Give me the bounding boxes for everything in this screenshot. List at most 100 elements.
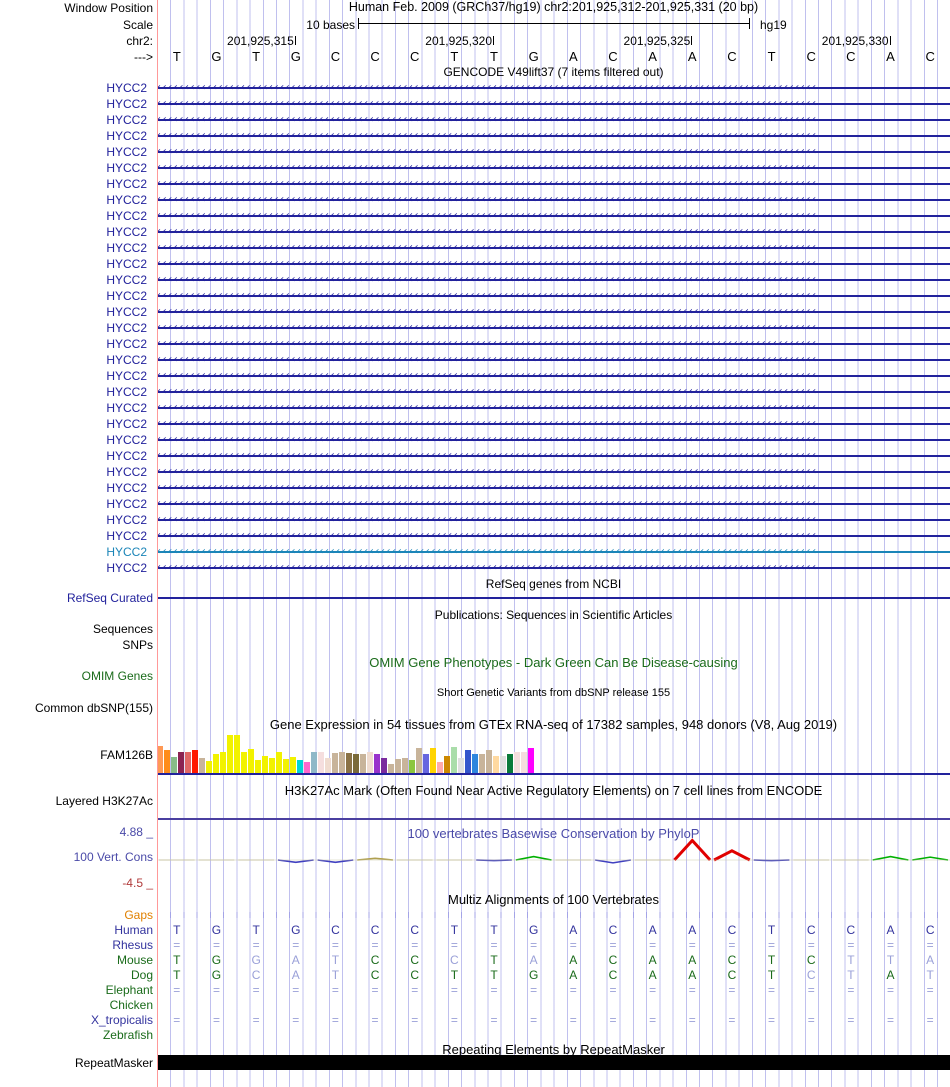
gtex-tissue-bar[interactable] (458, 758, 464, 773)
gencode-gene-label[interactable]: HYCC2 (106, 353, 147, 367)
gencode-gene-row[interactable]: ‹‹‹‹‹‹‹‹‹‹‹‹‹‹‹‹‹‹‹‹‹‹‹‹‹‹‹‹‹‹‹‹‹‹‹‹‹‹‹‹… (157, 464, 950, 480)
label-common-dbsnp[interactable]: Common dbSNP(155) (34, 701, 153, 715)
multiz-species-label[interactable]: Mouse (116, 953, 153, 967)
gencode-gene-row[interactable]: ‹‹‹‹‹‹‹‹‹‹‹‹‹‹‹‹‹‹‹‹‹‹‹‹‹‹‹‹‹‹‹‹‹‹‹‹‹‹‹‹… (157, 240, 950, 256)
gtex-tissue-bar[interactable] (297, 760, 303, 773)
gencode-gene-row[interactable]: ‹‹‹‹‹‹‹‹‹‹‹‹‹‹‹‹‹‹‹‹‹‹‹‹‹‹‹‹‹‹‹‹‹‹‹‹‹‹‹‹… (157, 80, 950, 96)
gtex-tissue-bar[interactable] (472, 754, 478, 773)
gtex-tissue-bar[interactable] (402, 758, 408, 773)
gtex-expression-barchart[interactable] (157, 735, 535, 773)
gencode-gene-row[interactable]: ‹‹‹‹‹‹‹‹‹‹‹‹‹‹‹‹‹‹‹‹‹‹‹‹‹‹‹‹‹‹‹‹‹‹‹‹‹‹‹‹… (157, 112, 950, 128)
gencode-gene-label[interactable]: HYCC2 (106, 369, 147, 383)
multiz-alignment-row[interactable]: = = = = = = = = = = = = = = = = = = = = (157, 938, 950, 953)
gencode-gene-label[interactable]: HYCC2 (106, 401, 147, 415)
gtex-tissue-bar[interactable] (507, 754, 513, 773)
gencode-gene-label[interactable]: HYCC2 (106, 161, 147, 175)
gencode-gene-label[interactable]: HYCC2 (106, 273, 147, 287)
gencode-gene-row[interactable]: ‹‹‹‹‹‹‹‹‹‹‹‹‹‹‹‹‹‹‹‹‹‹‹‹‹‹‹‹‹‹‹‹‹‹‹‹‹‹‹‹… (157, 560, 950, 576)
gencode-gene-label[interactable]: HYCC2 (106, 289, 147, 303)
repeatmasker-bar[interactable] (157, 1055, 950, 1070)
gtex-tissue-bar[interactable] (514, 751, 520, 773)
gencode-gene-row[interactable]: ‹‹‹‹‹‹‹‹‹‹‹‹‹‹‹‹‹‹‹‹‹‹‹‹‹‹‹‹‹‹‹‹‹‹‹‹‹‹‹‹… (157, 496, 950, 512)
gtex-tissue-bar[interactable] (451, 746, 457, 773)
gtex-tissue-bar[interactable] (486, 749, 492, 773)
gtex-tissue-bar[interactable] (493, 756, 499, 773)
multiz-species-label[interactable]: X_tropicalis (90, 1013, 153, 1027)
gtex-tissue-bar[interactable] (346, 752, 352, 773)
gtex-tissue-bar[interactable] (199, 758, 205, 773)
gencode-gene-label[interactable]: HYCC2 (106, 385, 147, 399)
gtex-tissue-bar[interactable] (283, 759, 289, 773)
gtex-tissue-bar[interactable] (192, 749, 198, 773)
gtex-tissue-bar[interactable] (304, 762, 310, 773)
gencode-gene-label[interactable]: HYCC2 (106, 561, 147, 575)
gencode-gene-label[interactable]: HYCC2 (106, 449, 147, 463)
gtex-tissue-bar[interactable] (248, 748, 254, 773)
gencode-gene-row[interactable]: ‹‹‹‹‹‹‹‹‹‹‹‹‹‹‹‹‹‹‹‹‹‹‹‹‹‹‹‹‹‹‹‹‹‹‹‹‹‹‹‹… (157, 448, 950, 464)
gencode-gene-row[interactable]: ‹‹‹‹‹‹‹‹‹‹‹‹‹‹‹‹‹‹‹‹‹‹‹‹‹‹‹‹‹‹‹‹‹‹‹‹‹‹‹‹… (157, 416, 950, 432)
gencode-gene-label[interactable]: HYCC2 (106, 225, 147, 239)
gencode-gene-label[interactable]: HYCC2 (106, 113, 147, 127)
gencode-gene-row[interactable]: ‹‹‹‹‹‹‹‹‹‹‹‹‹‹‹‹‹‹‹‹‹‹‹‹‹‹‹‹‹‹‹‹‹‹‹‹‹‹‹‹… (157, 336, 950, 352)
multiz-species-label[interactable]: Dog (130, 968, 153, 982)
multiz-alignment-row[interactable]: = = = = = = = = = = = = = = = = = = = = (157, 1013, 950, 1028)
gtex-tissue-bar[interactable] (353, 754, 359, 773)
gencode-gene-label[interactable]: HYCC2 (106, 417, 147, 431)
gtex-tissue-bar[interactable] (367, 751, 373, 773)
gencode-gene-label[interactable]: HYCC2 (106, 545, 147, 559)
label-sequences[interactable]: Sequences (92, 622, 153, 636)
gtex-tissue-bar[interactable] (360, 754, 366, 773)
gencode-gene-row[interactable]: ‹‹‹‹‹‹‹‹‹‹‹‹‹‹‹‹‹‹‹‹‹‹‹‹‹‹‹‹‹‹‹‹‹‹‹‹‹‹‹‹… (157, 400, 950, 416)
gencode-gene-label[interactable]: HYCC2 (106, 257, 147, 271)
gencode-gene-row[interactable]: ‹‹‹‹‹‹‹‹‹‹‹‹‹‹‹‹‹‹‹‹‹‹‹‹‹‹‹‹‹‹‹‹‹‹‹‹‹‹‹‹… (157, 304, 950, 320)
gtex-tissue-bar[interactable] (521, 751, 527, 773)
multiz-species-label[interactable]: Rhesus (112, 938, 153, 952)
gtex-tissue-bar[interactable] (339, 751, 345, 773)
label-layered-h3k27ac[interactable]: Layered H3K27Ac (55, 794, 153, 808)
multiz-species-label[interactable]: Human (114, 923, 153, 937)
gtex-tissue-bar[interactable] (528, 747, 534, 773)
gencode-gene-row[interactable]: ‹‹‹‹‹‹‹‹‹‹‹‹‹‹‹‹‹‹‹‹‹‹‹‹‹‹‹‹‹‹‹‹‹‹‹‹‹‹‹‹… (157, 128, 950, 144)
gtex-tissue-bar[interactable] (465, 749, 471, 773)
gtex-tissue-bar[interactable] (416, 747, 422, 773)
gencode-gene-row[interactable]: ‹‹‹‹‹‹‹‹‹‹‹‹‹‹‹‹‹‹‹‹‹‹‹‹‹‹‹‹‹‹‹‹‹‹‹‹‹‹‹‹… (157, 256, 950, 272)
gencode-gene-row[interactable]: ‹‹‹‹‹‹‹‹‹‹‹‹‹‹‹‹‹‹‹‹‹‹‹‹‹‹‹‹‹‹‹‹‹‹‹‹‹‹‹‹… (157, 480, 950, 496)
gtex-tissue-bar[interactable] (381, 758, 387, 773)
gtex-tissue-bar[interactable] (374, 754, 380, 773)
gtex-tissue-bar[interactable] (437, 762, 443, 773)
gencode-gene-label[interactable]: HYCC2 (106, 481, 147, 495)
gencode-gene-row[interactable]: ‹‹‹‹‹‹‹‹‹‹‹‹‹‹‹‹‹‹‹‹‹‹‹‹‹‹‹‹‹‹‹‹‹‹‹‹‹‹‹‹… (157, 96, 950, 112)
gencode-gene-row[interactable]: ‹‹‹‹‹‹‹‹‹‹‹‹‹‹‹‹‹‹‹‹‹‹‹‹‹‹‹‹‹‹‹‹‹‹‹‹‹‹‹‹… (157, 544, 950, 560)
gencode-gene-label[interactable]: HYCC2 (106, 177, 147, 191)
gencode-gene-label[interactable]: HYCC2 (106, 321, 147, 335)
gencode-gene-row[interactable]: ‹‹‹‹‹‹‹‹‹‹‹‹‹‹‹‹‹‹‹‹‹‹‹‹‹‹‹‹‹‹‹‹‹‹‹‹‹‹‹‹… (157, 368, 950, 384)
gtex-tissue-bar[interactable] (318, 751, 324, 773)
gencode-gene-label[interactable]: HYCC2 (106, 433, 147, 447)
gtex-tissue-bar[interactable] (430, 747, 436, 773)
label-refseq-curated[interactable]: RefSeq Curated (66, 591, 153, 605)
gtex-tissue-bar[interactable] (220, 751, 226, 773)
multiz-species-label[interactable]: Elephant (105, 983, 153, 997)
multiz-species-label[interactable]: Zebrafish (102, 1028, 153, 1042)
gtex-tissue-bar[interactable] (500, 756, 506, 773)
gencode-gene-label[interactable]: HYCC2 (106, 529, 147, 543)
label-omim-genes[interactable]: OMIM Genes (81, 669, 153, 683)
label-100-vert-cons[interactable]: 100 Vert. Cons (73, 850, 153, 864)
gtex-tissue-bar[interactable] (178, 751, 184, 773)
gtex-tissue-bar[interactable] (269, 758, 275, 773)
gencode-gene-row[interactable]: ‹‹‹‹‹‹‹‹‹‹‹‹‹‹‹‹‹‹‹‹‹‹‹‹‹‹‹‹‹‹‹‹‹‹‹‹‹‹‹‹… (157, 144, 950, 160)
gencode-gene-row[interactable]: ‹‹‹‹‹‹‹‹‹‹‹‹‹‹‹‹‹‹‹‹‹‹‹‹‹‹‹‹‹‹‹‹‹‹‹‹‹‹‹‹… (157, 352, 950, 368)
gtex-tissue-bar[interactable] (388, 763, 394, 773)
gtex-tissue-bar[interactable] (185, 751, 191, 773)
gtex-tissue-bar[interactable] (444, 756, 450, 773)
gtex-tissue-bar[interactable] (206, 761, 212, 773)
multiz-alignment-row[interactable] (157, 908, 950, 923)
gencode-gene-row[interactable]: ‹‹‹‹‹‹‹‹‹‹‹‹‹‹‹‹‹‹‹‹‹‹‹‹‹‹‹‹‹‹‹‹‹‹‹‹‹‹‹‹… (157, 320, 950, 336)
gencode-gene-label[interactable]: HYCC2 (106, 305, 147, 319)
gencode-gene-row[interactable]: ‹‹‹‹‹‹‹‹‹‹‹‹‹‹‹‹‹‹‹‹‹‹‹‹‹‹‹‹‹‹‹‹‹‹‹‹‹‹‹‹… (157, 288, 950, 304)
gencode-gene-row[interactable]: ‹‹‹‹‹‹‹‹‹‹‹‹‹‹‹‹‹‹‹‹‹‹‹‹‹‹‹‹‹‹‹‹‹‹‹‹‹‹‹‹… (157, 224, 950, 240)
gtex-tissue-bar[interactable] (395, 759, 401, 773)
gencode-gene-label[interactable]: HYCC2 (106, 97, 147, 111)
gencode-gene-label[interactable]: HYCC2 (106, 513, 147, 527)
